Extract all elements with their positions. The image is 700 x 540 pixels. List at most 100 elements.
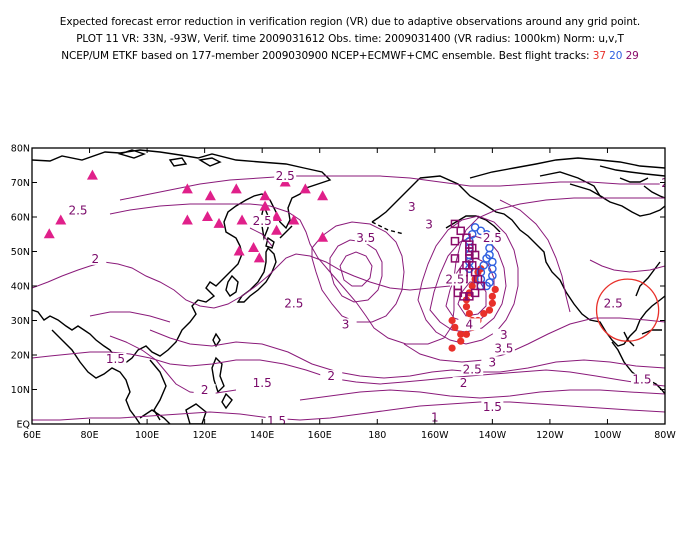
contour-label: 2 [460,376,468,390]
contour-label-bg [458,318,481,331]
verification-region [595,278,660,342]
contour-label-bg [418,218,441,231]
track-29-point [450,236,460,246]
contour-label: 3 [489,355,497,369]
contour-value-labels: 2.52.52.52.52.5333.52.522.52.52.53433.53… [67,169,665,428]
contour-label-bg [602,297,625,310]
track-37-point [465,310,473,318]
contour-label-bg [492,328,515,341]
track-37-point [462,303,471,311]
contour-label: 2.5 [284,297,303,311]
track-37-point [457,330,465,338]
track-29-point [459,292,468,301]
triangle-marker [43,228,55,239]
track-37-point [491,285,499,294]
header-line-3: NCEP/UM ETKF based on 177-member 2009030… [0,48,700,65]
contour-label-bg [320,370,343,383]
contour-label-bg [423,411,446,424]
triangle-marker [248,242,260,253]
contour-label: 3 [500,328,508,342]
contour-label: 2 [91,252,99,266]
track-29-point [467,261,477,270]
track-37-label: 37 [592,50,606,62]
contour-label: 2.5 [463,362,482,376]
lon-label: 100W [594,430,622,441]
triangle-marker [213,217,225,228]
lat-label: 20N [11,351,30,362]
triangle-marker [202,211,214,221]
triangle-marker [271,211,283,221]
lat-label: 40N [11,282,30,293]
contour-label: 2.5 [276,169,295,183]
contour-label: 2.5 [483,231,502,245]
triangle-marker [271,224,283,235]
contour-label: 1.5 [106,352,125,366]
contour-label-bg [443,273,466,286]
lon-label: 100E [135,430,159,441]
track-29-point [456,226,465,236]
latitude-labels: 80N 70N 60N 50N 40N 30N 20N 10N EQ [11,144,30,431]
header-line-2: PLOT 11 VR: 33N, -93W, Verif. time 20090… [76,33,624,45]
target-triangles [43,169,329,263]
contour-label: 2.5 [604,297,623,311]
contour-label-bg [282,297,305,310]
track-37-point [485,306,494,314]
contour-label: 2.5 [445,273,464,287]
triangle-marker [259,190,271,201]
contour-label-bg [452,377,475,390]
map-content: 2.52.52.52.52.5333.52.522.52.52.53433.53… [32,149,665,428]
triangle-marker [230,183,242,194]
lat-label: 70N [11,178,30,189]
track-20-point [482,281,491,291]
triangle-marker [181,183,193,194]
contour-label: 2 [327,369,335,383]
triangle-marker [233,245,245,256]
lat-label: 30N [11,316,30,327]
track-20-point [482,254,491,263]
contour-label: 1.5 [632,373,651,387]
triangle-marker [317,190,329,201]
track-37-point [468,282,476,290]
track-37-point [488,299,496,307]
lat-label: 80N [11,144,30,155]
lon-label: 180 [368,430,386,441]
contour-label-bg [193,383,216,396]
track-37-point [462,330,471,338]
contour-label: 3 [408,200,416,214]
track-20-point [479,260,489,270]
coastlines [32,149,665,424]
contour-label-bg [481,232,504,245]
longitude-labels: 60E 80E 100E 120E 140E 160E 180 160W 140W 120W 100… [23,430,676,441]
track-29-point [467,243,477,253]
triangle-marker [55,214,67,225]
track-37-point [480,310,488,318]
lon-label: 60E [23,430,41,441]
contour-label: 3 [425,217,433,231]
contour-label: 3 [342,317,350,331]
verification-circle [595,278,660,342]
lon-label: 140E [250,430,274,441]
lat-label: 50N [11,247,30,258]
track-37-point [488,292,496,300]
contour-label: 2 [201,383,209,397]
contour-label-bg [265,415,288,424]
lon-label: 160E [308,430,332,441]
contour-label-bg [461,363,484,376]
track-20-point [488,271,497,280]
lat-label: EQ [17,420,30,431]
track-29-point [450,254,460,263]
triangle-marker [181,214,193,225]
contour-label: 1.5 [267,414,286,428]
contour-label-bg [354,232,377,245]
contour-label: 2.5 [253,214,272,228]
lon-label: 80E [80,430,98,441]
lon-label: 80W [654,430,676,441]
contour-label-bg [400,201,423,214]
contour-label: 4 [466,317,474,331]
track-20-point [485,243,494,253]
contour-label: 3.5 [356,231,375,245]
contour-label: 1.5 [253,376,272,390]
contour-label-bg [492,342,515,355]
track-20-label: 20 [609,50,623,62]
